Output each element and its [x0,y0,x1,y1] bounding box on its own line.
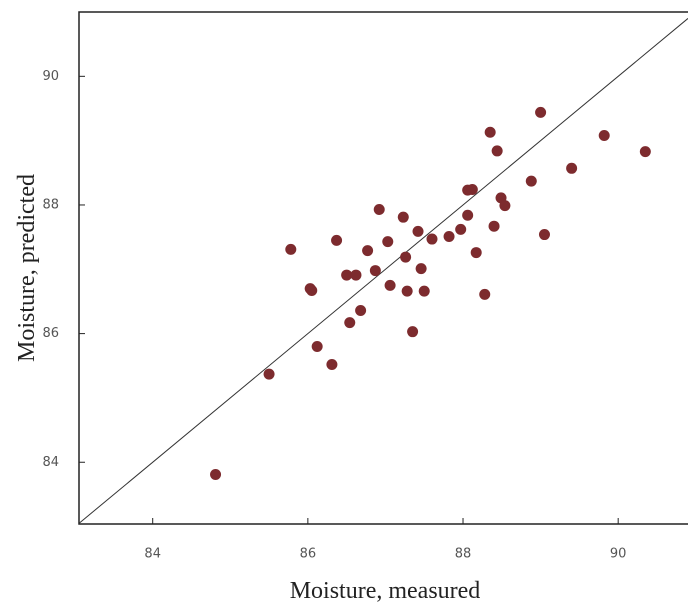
page: Moisture, measured Moisture, predicted 8… [0,0,688,609]
point [264,369,275,380]
point [467,184,478,195]
y-tick-label: 90 [42,69,59,84]
point [370,265,381,276]
point [385,280,396,291]
point [471,247,482,258]
point [489,221,500,232]
x-tick-label: 86 [300,547,317,562]
x-tick-label: 84 [144,547,161,562]
point [350,270,361,281]
point [535,107,546,118]
x-tick-label: 90 [610,547,627,562]
y-tick-label: 84 [42,455,59,470]
point [312,341,323,352]
x-tick-label: 88 [455,547,472,562]
point [462,210,473,221]
point [444,231,455,242]
point [416,263,427,274]
point [285,244,296,255]
point [539,229,550,240]
x-axis-label: Moisture, measured [290,578,481,604]
point [492,145,503,156]
point [419,286,430,297]
point [426,234,437,245]
point [485,127,496,138]
point [413,226,424,237]
point [640,146,651,157]
point [402,286,413,297]
point [374,204,385,215]
y-tick-label: 88 [42,197,59,212]
point [210,469,221,480]
point [306,285,317,296]
point [382,236,393,247]
point [362,245,373,256]
identity-line [79,18,688,523]
point [326,359,337,370]
point [407,326,418,337]
point [344,317,355,328]
point [566,163,577,174]
chart: Moisture, measured Moisture, predicted 8… [0,0,688,609]
point [455,224,466,235]
point [398,212,409,223]
point [499,200,510,211]
y-tick-label: 86 [42,326,59,341]
point [599,130,610,141]
point [479,289,490,300]
point [526,176,537,187]
point [331,235,342,246]
y-axis-label: Moisture, predicted [14,174,40,362]
point [355,305,366,316]
point [400,252,411,263]
